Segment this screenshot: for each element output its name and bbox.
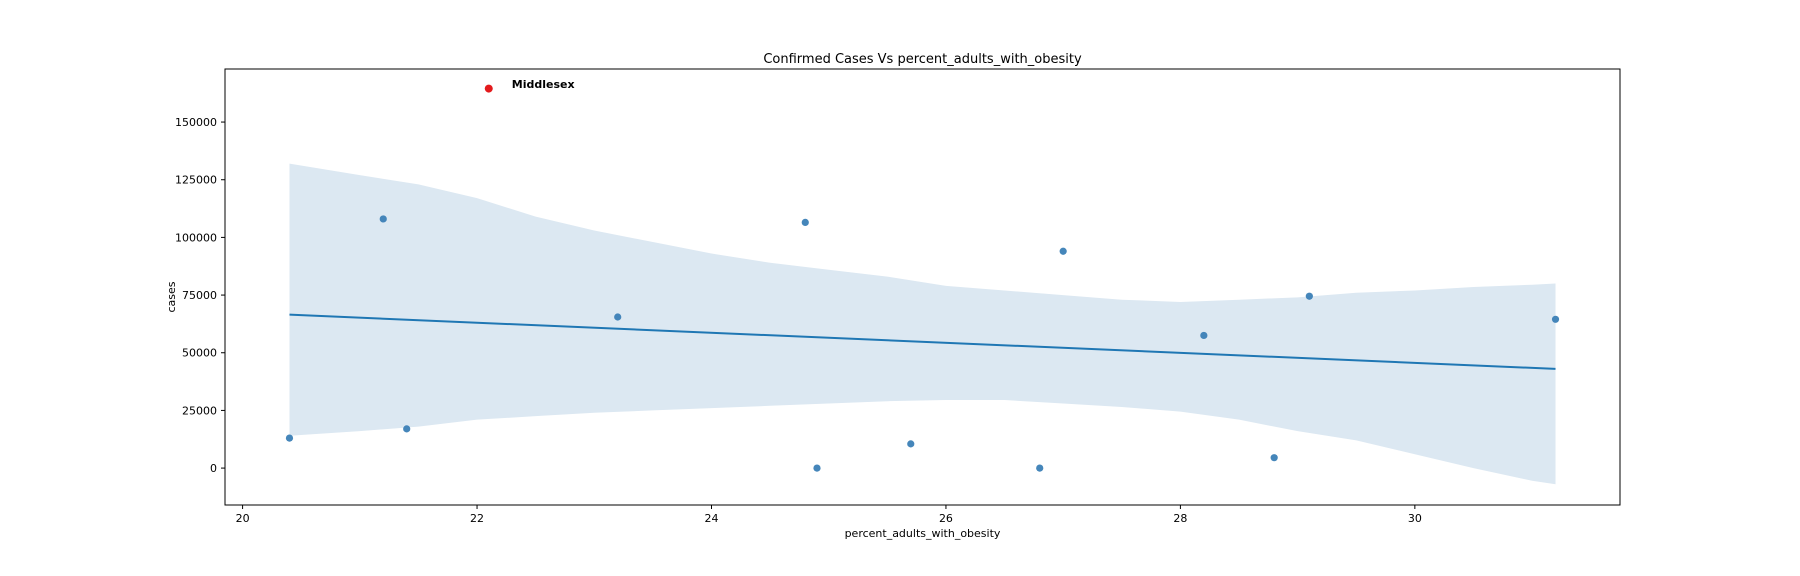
data-point bbox=[813, 464, 821, 472]
y-tick-label: 100000 bbox=[175, 231, 217, 244]
x-tick-label: 24 bbox=[704, 512, 718, 525]
x-tick-label: 28 bbox=[1173, 512, 1187, 525]
highlight-point bbox=[484, 84, 493, 93]
data-point bbox=[614, 313, 622, 321]
y-tick-label: 125000 bbox=[175, 174, 217, 187]
y-tick-label: 0 bbox=[210, 462, 217, 475]
chart-title: Confirmed Cases Vs percent_adults_with_o… bbox=[763, 52, 1082, 67]
regression-line-layer bbox=[289, 313, 1556, 370]
data-point bbox=[801, 218, 809, 227]
highlight-layer: Middlesex bbox=[484, 78, 575, 93]
y-tick-label: 75000 bbox=[182, 289, 217, 302]
x-tick-label: 22 bbox=[470, 512, 484, 525]
y-tick-label: 25000 bbox=[182, 404, 217, 417]
data-point bbox=[1305, 292, 1313, 300]
data-point bbox=[379, 215, 387, 223]
data-point bbox=[285, 434, 294, 442]
x-tick-label: 20 bbox=[236, 512, 250, 525]
confidence-band-layer bbox=[289, 163, 1556, 485]
data-point bbox=[1059, 247, 1067, 255]
y-axis-ticks: 0 25000 50000 75000 100000 125000 150000 bbox=[175, 116, 225, 475]
x-tick-label: 26 bbox=[939, 512, 953, 525]
y-tick-label: 150000 bbox=[175, 116, 217, 129]
data-points-layer bbox=[285, 215, 1560, 472]
data-point bbox=[1200, 331, 1208, 340]
x-axis-ticks: 20 22 24 26 28 30 bbox=[236, 505, 1422, 525]
x-tick-label: 30 bbox=[1408, 512, 1422, 525]
data-point bbox=[1036, 464, 1044, 472]
x-axis-label: percent_adults_with_obesity bbox=[845, 527, 1001, 540]
regression-line bbox=[289, 313, 1556, 370]
highlight-label: Middlesex bbox=[512, 78, 575, 91]
y-tick-label: 50000 bbox=[182, 347, 217, 360]
data-point bbox=[907, 440, 915, 448]
plot-frame bbox=[224, 68, 1621, 506]
data-point bbox=[1551, 315, 1560, 323]
confidence-band bbox=[289, 163, 1556, 485]
data-point bbox=[1270, 454, 1278, 462]
data-point bbox=[403, 425, 411, 433]
y-axis-label: cases bbox=[165, 281, 178, 312]
